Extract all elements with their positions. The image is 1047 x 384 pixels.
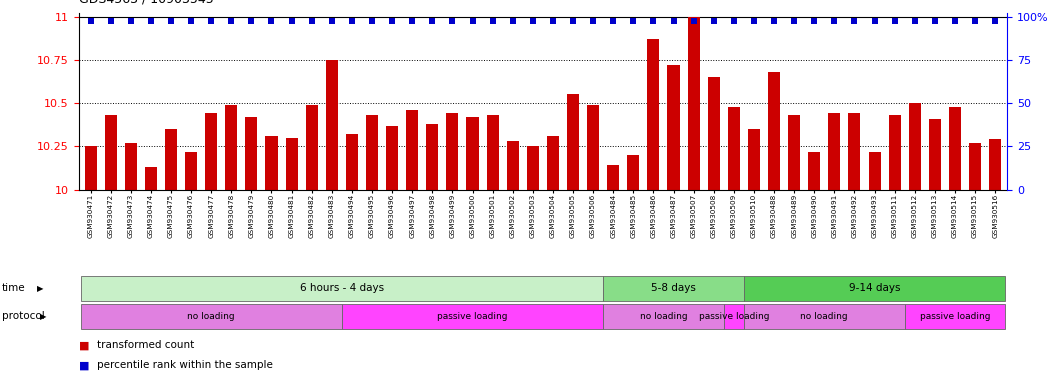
- Bar: [245, 117, 258, 190]
- Bar: [949, 107, 961, 190]
- Bar: [603, 304, 723, 329]
- Bar: [889, 115, 900, 190]
- Text: time: time: [2, 283, 26, 293]
- Bar: [125, 143, 137, 190]
- Bar: [105, 115, 116, 190]
- Text: ▶: ▶: [37, 284, 43, 293]
- Text: ▶: ▶: [40, 312, 46, 321]
- Bar: [547, 136, 559, 190]
- Bar: [647, 39, 660, 190]
- Text: 5-8 days: 5-8 days: [651, 283, 696, 293]
- Text: ■: ■: [79, 360, 89, 370]
- Text: 9-14 days: 9-14 days: [849, 283, 900, 293]
- Bar: [306, 105, 317, 190]
- Bar: [567, 94, 579, 190]
- Bar: [848, 114, 861, 190]
- Bar: [989, 139, 1001, 190]
- Bar: [668, 65, 680, 190]
- Bar: [426, 124, 439, 190]
- Bar: [366, 115, 378, 190]
- Text: percentile rank within the sample: percentile rank within the sample: [97, 360, 273, 370]
- Bar: [869, 152, 881, 190]
- Bar: [905, 304, 1005, 329]
- Bar: [342, 304, 603, 329]
- Text: GDS4563 / 10903545: GDS4563 / 10903545: [79, 0, 214, 5]
- Bar: [527, 146, 539, 190]
- Bar: [406, 110, 418, 190]
- Bar: [743, 304, 905, 329]
- Bar: [286, 138, 297, 190]
- Bar: [587, 105, 599, 190]
- Text: passive loading: passive loading: [919, 312, 990, 321]
- Bar: [386, 126, 398, 190]
- Bar: [81, 304, 342, 329]
- Bar: [81, 276, 603, 301]
- Bar: [446, 114, 459, 190]
- Bar: [748, 129, 760, 190]
- Bar: [346, 134, 358, 190]
- Bar: [326, 60, 338, 190]
- Text: no loading: no loading: [801, 312, 848, 321]
- Bar: [85, 146, 96, 190]
- Bar: [708, 77, 719, 190]
- Bar: [144, 167, 157, 190]
- Text: no loading: no loading: [640, 312, 687, 321]
- Text: protocol: protocol: [2, 311, 45, 321]
- Bar: [688, 17, 699, 190]
- Bar: [909, 103, 920, 190]
- Bar: [828, 114, 841, 190]
- Bar: [788, 115, 800, 190]
- Bar: [165, 129, 177, 190]
- Bar: [225, 105, 238, 190]
- Bar: [607, 166, 619, 190]
- Bar: [603, 276, 743, 301]
- Text: no loading: no loading: [187, 312, 235, 321]
- Bar: [627, 155, 640, 190]
- Bar: [768, 72, 780, 190]
- Bar: [728, 107, 740, 190]
- Bar: [970, 143, 981, 190]
- Text: passive loading: passive loading: [438, 312, 508, 321]
- Bar: [467, 117, 478, 190]
- Bar: [185, 152, 197, 190]
- Bar: [266, 136, 277, 190]
- Bar: [507, 141, 518, 190]
- Bar: [808, 152, 820, 190]
- Bar: [487, 115, 498, 190]
- Text: ■: ■: [79, 340, 89, 350]
- Text: passive loading: passive loading: [698, 312, 770, 321]
- Bar: [743, 276, 1005, 301]
- Bar: [723, 304, 743, 329]
- Text: transformed count: transformed count: [97, 340, 195, 350]
- Bar: [929, 119, 941, 190]
- Bar: [205, 114, 217, 190]
- Text: 6 hours - 4 days: 6 hours - 4 days: [299, 283, 384, 293]
